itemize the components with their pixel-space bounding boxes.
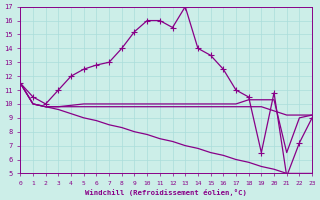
X-axis label: Windchill (Refroidissement éolien,°C): Windchill (Refroidissement éolien,°C) xyxy=(85,189,247,196)
